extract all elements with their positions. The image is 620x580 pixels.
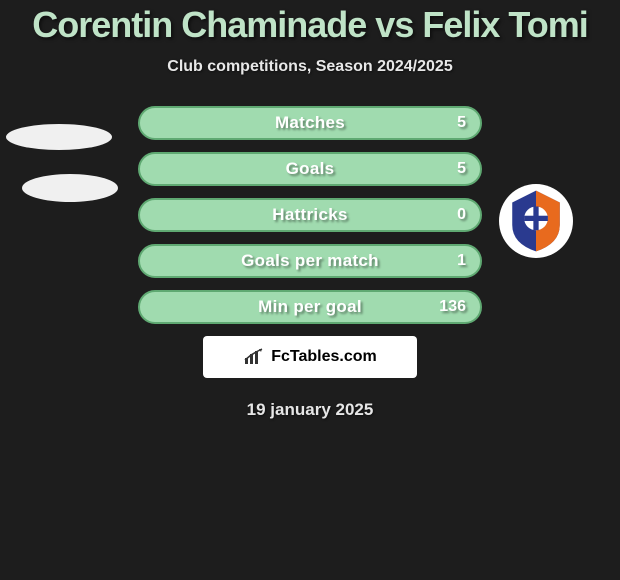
fctables-logo[interactable]: FcTables.com: [203, 336, 417, 378]
stat-right-value: 5: [457, 160, 466, 178]
stat-right-value: 5: [457, 114, 466, 132]
comparison-title: Corentin Chaminade vs Felix Tomi: [0, 0, 620, 46]
season-subtitle: Club competitions, Season 2024/2025: [0, 58, 620, 76]
stat-label: Matches: [275, 113, 345, 133]
stat-bar: Hattricks 0: [138, 198, 482, 232]
logo-container: FcTables.com: [0, 336, 620, 378]
stat-bar: Min per goal 136: [138, 290, 482, 324]
stat-right-value: 1: [457, 252, 466, 270]
player-placeholder-icon: [22, 174, 118, 202]
stat-bar: Goals per match 1: [138, 244, 482, 278]
stat-row: Min per goal 136: [0, 290, 620, 324]
stat-bar: Matches 5: [138, 106, 482, 140]
stat-label: Goals per match: [241, 251, 379, 271]
logo-text: FcTables.com: [271, 348, 377, 366]
stat-label: Min per goal: [258, 297, 362, 317]
snapshot-date: 19 january 2025: [0, 400, 620, 420]
player-placeholder-icon: [6, 124, 112, 150]
stat-label: Goals: [286, 159, 335, 179]
barchart-icon: [243, 348, 265, 366]
stat-label: Hattricks: [272, 205, 347, 225]
stat-right-value: 0: [457, 206, 466, 224]
stat-right-value: 136: [439, 298, 466, 316]
stat-bar: Goals 5: [138, 152, 482, 186]
team-badge-icon: [499, 184, 573, 258]
